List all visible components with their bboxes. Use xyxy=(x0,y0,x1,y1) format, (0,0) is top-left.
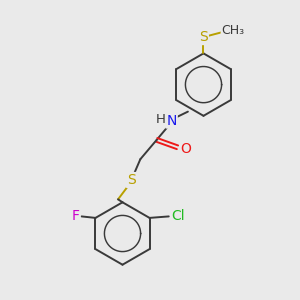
Text: H: H xyxy=(156,112,166,126)
Text: N: N xyxy=(167,114,177,128)
Text: S: S xyxy=(127,173,136,187)
Text: O: O xyxy=(180,142,191,156)
Text: CH₃: CH₃ xyxy=(222,24,245,37)
Text: Cl: Cl xyxy=(171,209,184,224)
Text: F: F xyxy=(72,209,80,224)
Text: S: S xyxy=(199,30,208,44)
